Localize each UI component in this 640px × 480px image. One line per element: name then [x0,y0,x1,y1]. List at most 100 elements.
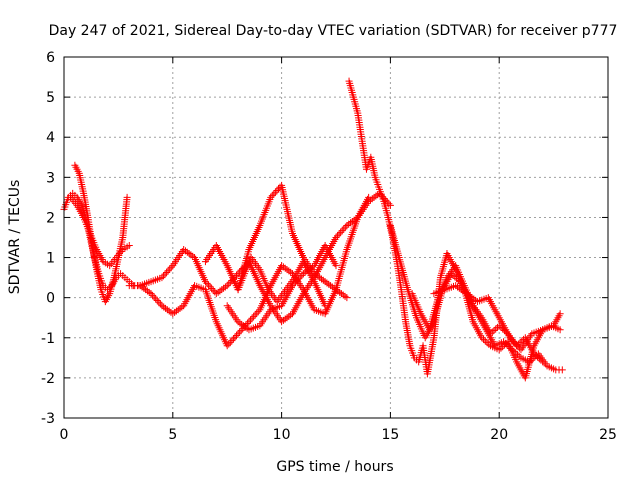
data-point [234,330,242,338]
data-point [466,292,474,300]
data-point [169,310,177,318]
data-point [325,280,333,288]
data-point [480,335,488,343]
y-tick-label: 2 [46,210,55,226]
data-point [323,279,331,287]
data-point [158,302,166,310]
data-point [468,294,476,302]
data-point [539,358,547,366]
data-point [149,291,157,299]
data-point [174,306,182,314]
data-point [241,323,249,331]
data-point [251,311,259,319]
data-point [512,341,520,349]
data-point [147,290,155,298]
data-point [341,292,349,300]
data-point [319,276,327,284]
y-tick-label: 1 [46,251,55,267]
data-point [283,266,291,274]
data-point [492,325,500,333]
data-point [295,275,303,283]
y-tick-label: -1 [41,331,55,347]
data-point [225,280,233,288]
data-point [508,346,516,354]
data-point [176,304,184,312]
data-point [336,288,344,296]
y-tick-label: 0 [46,291,55,307]
data-point [459,287,467,295]
data-point [228,337,236,345]
y-tick-label: 4 [46,130,55,146]
data-point [347,219,355,227]
data-point [348,217,356,225]
data-point [240,322,248,330]
data-point [279,316,287,324]
data-point [488,328,496,336]
data-point [279,263,287,271]
data-point [270,190,278,198]
data-point [509,337,517,345]
data-point [205,281,213,289]
data-point [278,262,286,270]
data-point [254,307,262,315]
data-point [158,274,166,282]
data-point [248,314,256,322]
x-tick-label: 20 [490,427,508,443]
data-point [164,267,172,275]
data-point [337,290,345,298]
data-point [181,247,189,255]
data-point [500,338,508,346]
data-point [143,287,151,295]
data-point [203,279,211,287]
data-point [537,356,545,364]
data-point [556,310,564,318]
data-point [533,353,541,361]
data-point [332,262,340,270]
data-point [162,304,170,312]
data-point [328,283,336,291]
data-point [267,193,275,201]
data-point [556,326,564,334]
data-point [159,272,167,280]
data-point [234,318,242,326]
x-axis-title: GPS time / hours [276,459,393,475]
data-point [501,339,509,347]
data-point [156,300,164,308]
data-point [185,250,193,258]
data-point [214,288,222,296]
plot-frame [63,56,609,419]
data-point [172,307,180,315]
data-point [187,251,195,259]
data-point [365,193,373,201]
data-point [352,215,360,223]
data-point [335,230,343,238]
data-point [312,271,320,279]
data-point [508,335,516,343]
data-point [483,339,491,347]
data-point [140,284,148,292]
data-point [178,303,186,311]
data-point [238,320,246,328]
data-point [250,313,258,321]
data-point [307,264,315,272]
data-point [152,295,160,303]
data-point [308,263,316,271]
data-point [321,278,329,286]
data-point [514,342,522,350]
data-point [167,263,175,271]
data-point [236,319,244,327]
data-point [180,246,188,254]
axis-ticks [63,56,609,419]
data-point [341,223,349,231]
y-tick-label: -2 [41,371,55,387]
data-point [223,342,231,350]
data-point [229,335,237,343]
data-point [386,201,394,209]
data-point [216,287,224,295]
data-point [332,234,340,241]
data-point [330,284,338,292]
data-point [273,187,281,195]
data-point [285,267,293,275]
data-point [142,286,150,294]
data-point [506,334,514,342]
